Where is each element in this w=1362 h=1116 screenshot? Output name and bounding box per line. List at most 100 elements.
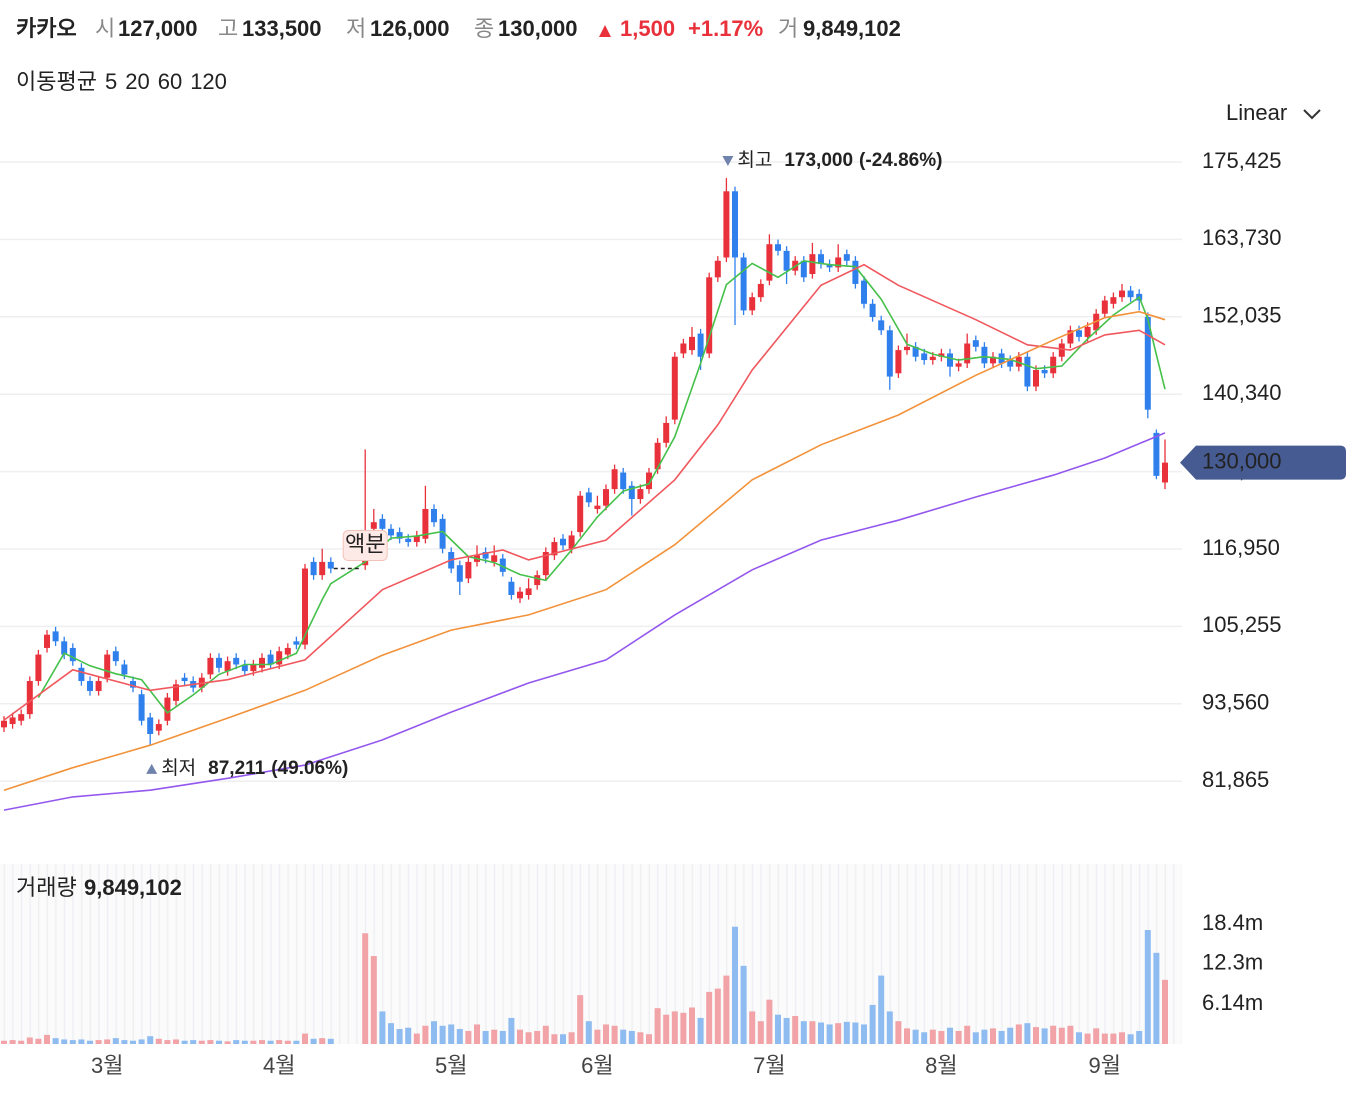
volume-bar — [327, 1038, 334, 1044]
volume-bar — [680, 1012, 687, 1044]
split-label: 액분 — [345, 531, 385, 556]
candle-body — [439, 518, 446, 549]
volume-bar — [456, 1029, 463, 1044]
candle-body — [663, 422, 670, 443]
volume-bar — [628, 1030, 635, 1044]
candle-body — [147, 717, 154, 734]
volume-bar — [783, 1017, 790, 1044]
volume-bar — [525, 1032, 532, 1044]
volume-bar — [1144, 929, 1151, 1044]
volume-bar — [112, 1038, 119, 1044]
candle-body — [164, 697, 171, 721]
volume-bar — [293, 1040, 300, 1044]
volume-bar — [912, 1029, 919, 1044]
volume-bar — [26, 1037, 33, 1044]
candle-body — [1101, 300, 1108, 314]
volume-bar — [1110, 1033, 1117, 1044]
volume-bar — [551, 1034, 558, 1044]
candle-body — [826, 264, 833, 268]
volume-bar — [1076, 1032, 1082, 1044]
volume-bar — [800, 1021, 807, 1044]
volume-bar — [1058, 1027, 1065, 1044]
candle-body — [259, 657, 265, 668]
candle-body — [302, 568, 308, 645]
volume-bar — [938, 1030, 945, 1044]
annotation-change: (49.06%) — [271, 758, 348, 779]
moving-average-line — [3, 310, 1166, 791]
open-label: 시 — [95, 16, 115, 41]
candle-body — [1144, 317, 1151, 410]
volume-bar — [972, 1032, 979, 1044]
candle-body — [250, 664, 257, 672]
candle-body — [482, 551, 489, 559]
candle-body — [775, 244, 781, 251]
volume-bar — [224, 1041, 231, 1044]
volume-bar — [646, 1034, 652, 1044]
volume-bar — [35, 1038, 42, 1044]
volume-bar — [121, 1040, 128, 1044]
legend-entry: 20 — [125, 69, 149, 94]
candle-body — [912, 346, 919, 357]
candle-body — [757, 283, 764, 298]
candle-body — [603, 489, 609, 506]
change-amount: 1,500 — [620, 16, 675, 41]
annotation-label: 최저 — [161, 757, 196, 779]
volume-bar — [216, 1040, 222, 1044]
candle-body — [207, 657, 214, 675]
x-tick-label: 9월 — [1089, 1053, 1121, 1078]
candle-body — [749, 297, 756, 311]
candle-body — [1127, 290, 1134, 298]
volume-bar — [319, 1038, 326, 1044]
volume-bar — [852, 1022, 859, 1044]
volume-bar — [732, 926, 738, 1044]
candle-body — [61, 641, 68, 655]
split-badge — [342, 530, 388, 562]
candle-body — [990, 356, 996, 364]
volume-bar — [878, 975, 885, 1044]
candle-body — [861, 280, 867, 304]
candle-body — [104, 654, 111, 678]
candle-body — [284, 647, 291, 655]
candle-body — [706, 277, 713, 354]
candle-body — [293, 641, 300, 645]
y-tick-label: 105,255 — [1202, 612, 1282, 637]
candle-body — [611, 469, 618, 490]
candle-body — [637, 489, 644, 500]
x-tick-label: 5월 — [435, 1053, 467, 1078]
candle-body — [732, 191, 738, 258]
legend-entry: 60 — [158, 69, 182, 94]
volume-bar — [233, 1040, 240, 1044]
candle-body — [577, 495, 584, 533]
volume-bar — [1127, 1034, 1134, 1044]
volume-bar — [1084, 1033, 1091, 1044]
candle-body — [938, 353, 945, 357]
volume-bar — [611, 1025, 618, 1044]
candle-body — [52, 631, 59, 642]
volume-label: 거 — [778, 16, 798, 41]
scale-label[interactable]: Linear — [1226, 100, 1287, 125]
volume-bar — [560, 1034, 566, 1044]
scale-toggle[interactable]: Linear — [1226, 100, 1321, 125]
up-arrow — [599, 25, 611, 37]
volume-bar — [95, 1040, 102, 1044]
volume-bar — [1119, 1032, 1125, 1044]
volume-bar — [861, 1024, 867, 1044]
candle-body — [1084, 326, 1091, 337]
volume-bar — [259, 1040, 265, 1044]
x-tick-label: 8월 — [925, 1053, 957, 1078]
volume-bar — [474, 1024, 480, 1044]
volume-bar — [723, 975, 730, 1044]
volume-bar — [52, 1038, 59, 1044]
volume-tick-label: 6.14m — [1202, 990, 1263, 1015]
volume-bar — [843, 1021, 850, 1044]
candle-body — [620, 472, 627, 490]
volume-bar — [697, 1017, 704, 1044]
volume-bar — [78, 1039, 85, 1044]
candle-body — [886, 330, 893, 377]
volume-bar — [9, 1040, 16, 1044]
volume-bar — [130, 1040, 136, 1044]
volume-bar — [714, 988, 721, 1044]
volume-bar — [1015, 1024, 1022, 1044]
volume-bar — [147, 1036, 154, 1044]
volume-bar — [207, 1040, 214, 1044]
